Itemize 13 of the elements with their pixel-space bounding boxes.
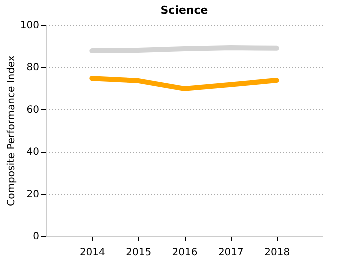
x-tick-label: 2018 <box>264 248 290 258</box>
y-tick-label: 40 <box>26 147 40 158</box>
x-tick-label: 2017 <box>218 248 244 258</box>
y-tick-label: 0 <box>33 232 40 242</box>
y-tick-label: 20 <box>26 189 40 200</box>
y-axis-title: Composite Performance Index <box>6 56 18 206</box>
x-tick-label: 2015 <box>126 248 152 258</box>
y-tick-label: 80 <box>26 62 40 74</box>
chart-title: Science <box>160 4 208 17</box>
y-tick-label: 100 <box>20 20 40 32</box>
x-tick-label: 2014 <box>80 248 106 258</box>
y-tick-label: 60 <box>26 104 40 116</box>
x-tick-label: 2016 <box>172 248 198 258</box>
